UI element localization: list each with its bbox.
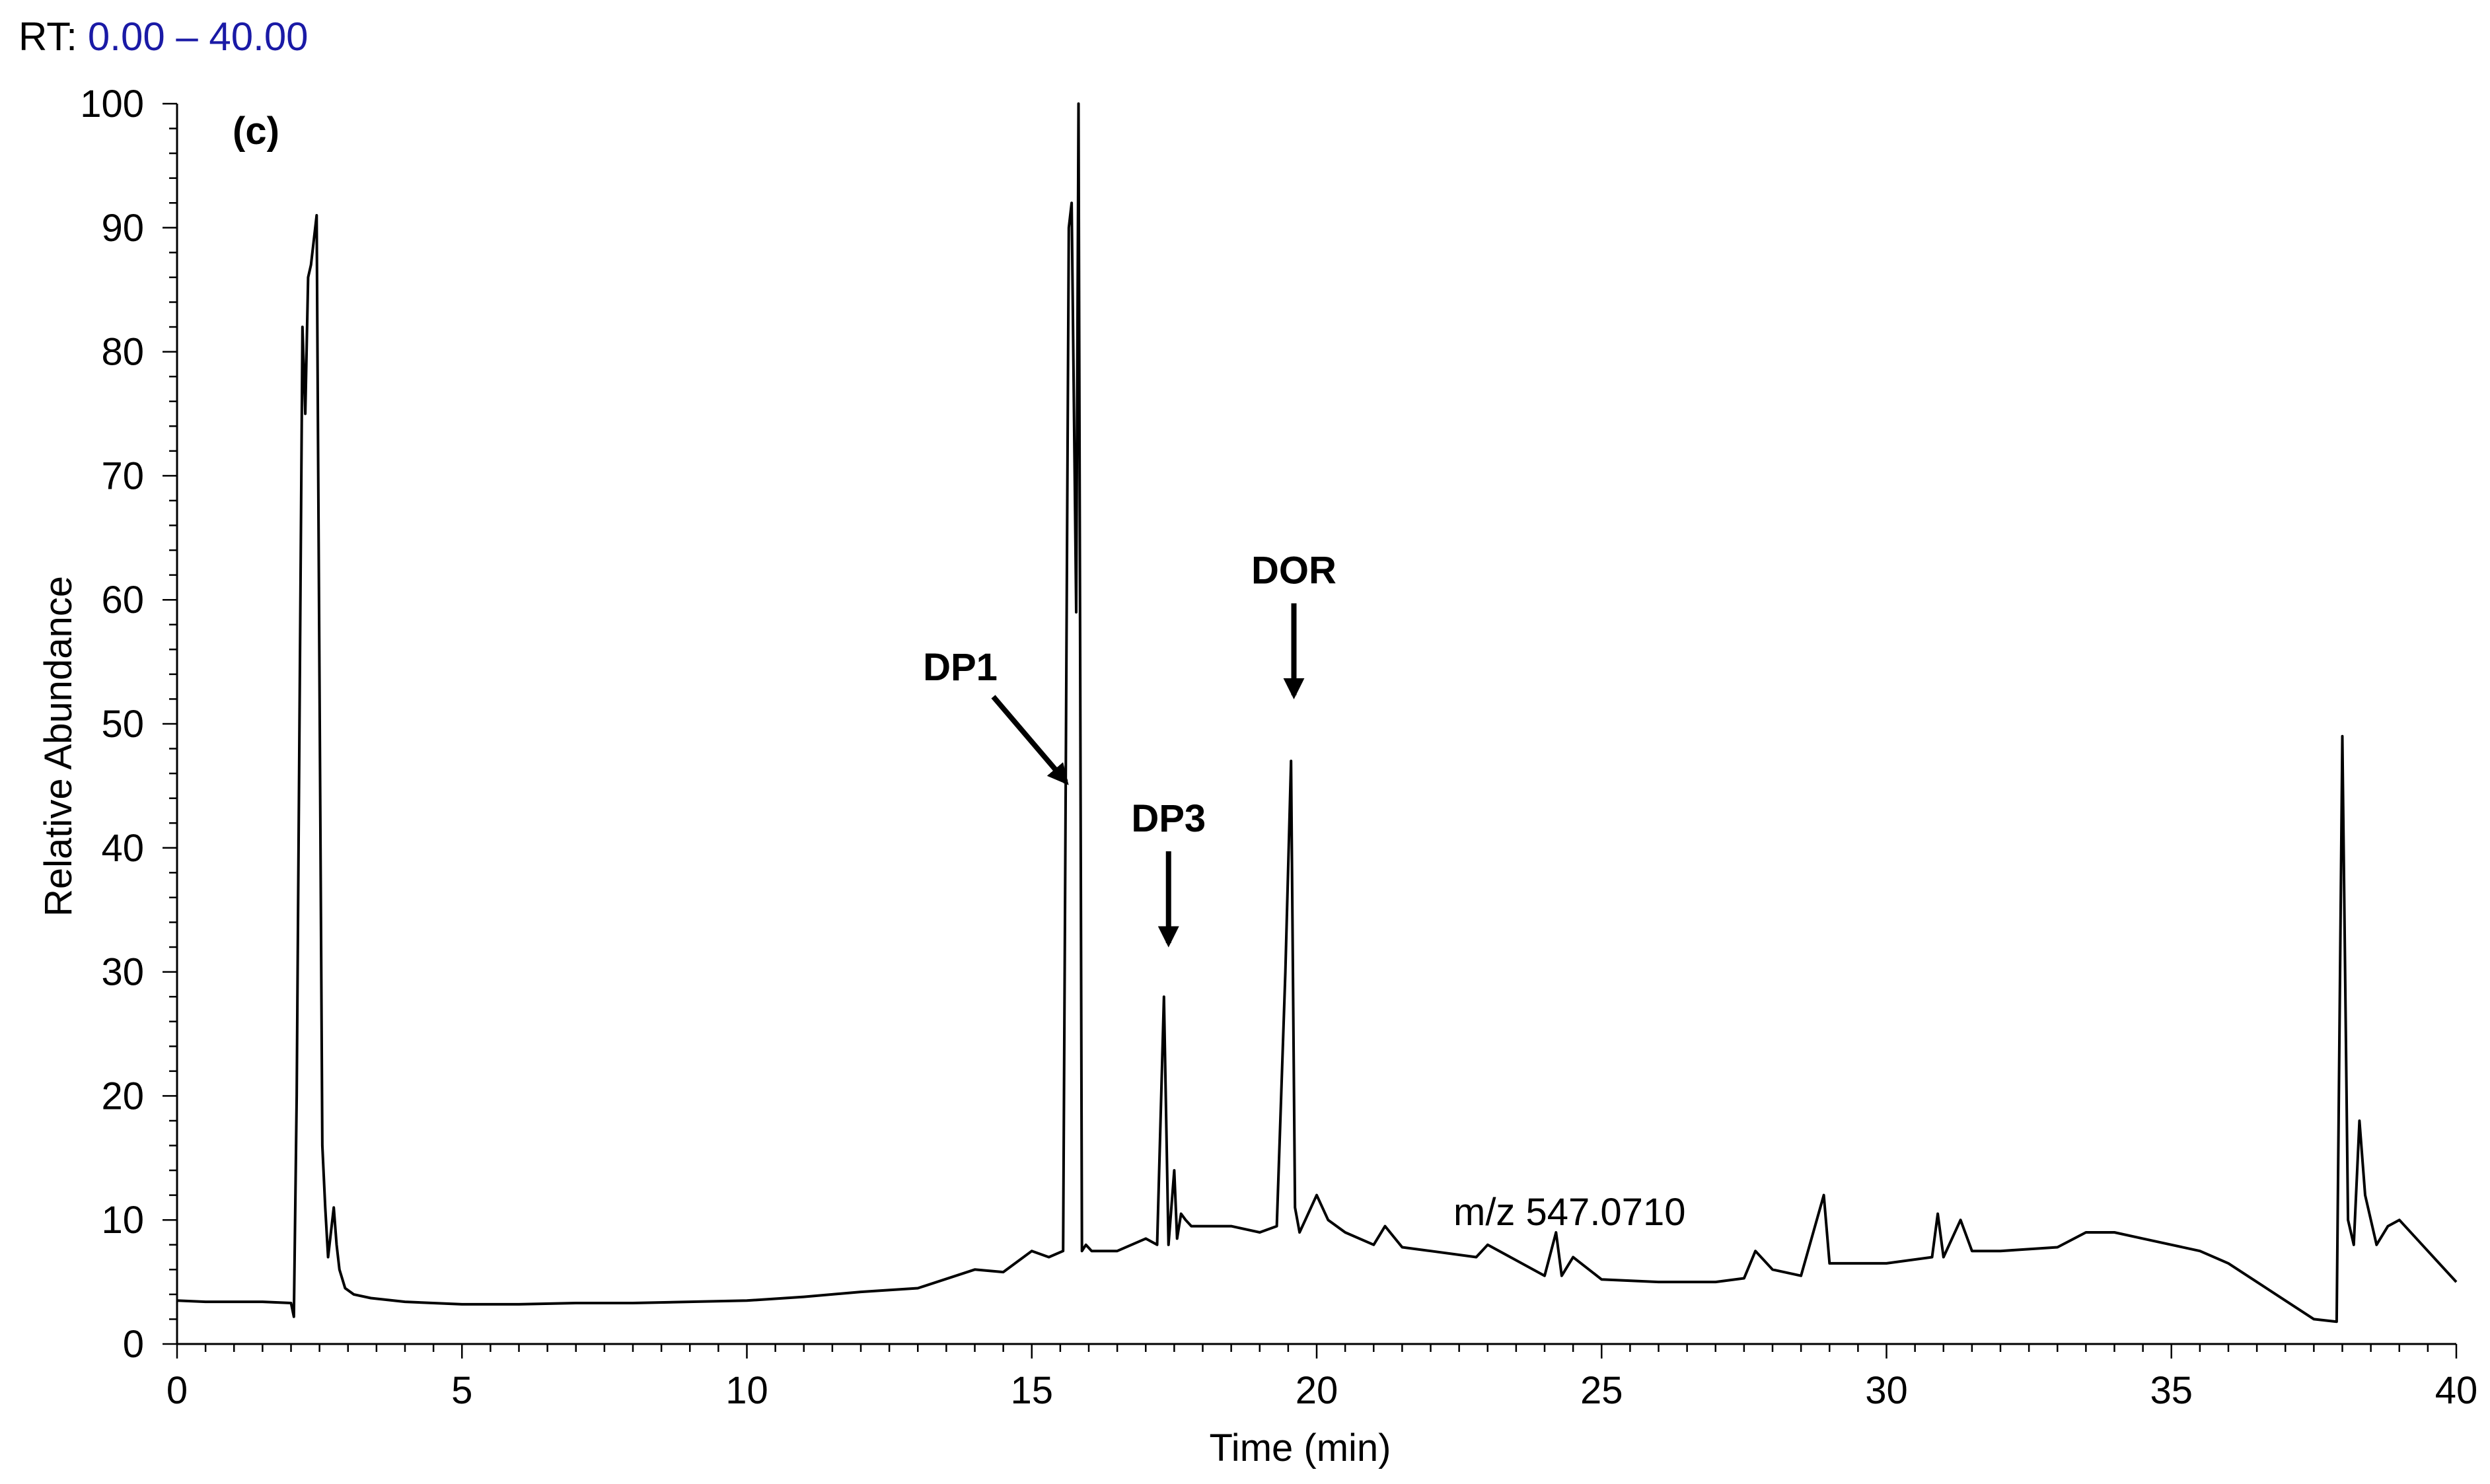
peak-arrow — [991, 695, 1069, 785]
rt-range: 0.00 – 40.00 — [87, 15, 309, 59]
rt-label: RT: — [18, 15, 77, 59]
y-tick-label: 60 — [101, 579, 144, 621]
chromatogram-trace — [176, 102, 2458, 1324]
x-tick-label: 20 — [1296, 1369, 1338, 1412]
y-tick-label: 40 — [101, 827, 144, 870]
mz-annotation: m/z 547.0710 — [1453, 1191, 1685, 1234]
x-tick-label: 15 — [1010, 1369, 1053, 1412]
y-tick-label: 30 — [101, 951, 144, 994]
x-tick-label: 25 — [1580, 1369, 1623, 1412]
peak-label: DP1 — [923, 646, 998, 689]
y-tick-label: 0 — [123, 1323, 144, 1366]
x-axis-label: Time (min) — [1210, 1427, 1391, 1469]
x-tick-label: 5 — [451, 1369, 472, 1412]
panel-label: (c) — [233, 110, 279, 153]
y-tick-label: 70 — [101, 454, 144, 497]
y-axis-label: Relative Abundance — [37, 576, 80, 917]
rt-header: RT: 0.00 – 40.00 — [18, 8, 309, 66]
peak-label: DOR — [1251, 549, 1337, 592]
y-tick-label: 20 — [101, 1075, 144, 1117]
y-tick-label: 50 — [101, 703, 144, 746]
x-tick-label: 35 — [2150, 1369, 2193, 1412]
y-tick-label: 100 — [80, 83, 144, 125]
peak-label: DP3 — [1131, 797, 1206, 840]
x-tick-label: 30 — [1865, 1369, 1908, 1412]
x-tick-label: 10 — [725, 1369, 768, 1412]
y-tick-label: 90 — [101, 207, 144, 250]
x-tick-label: 40 — [2435, 1369, 2478, 1412]
y-tick-label: 10 — [101, 1199, 144, 1242]
y-tick-label: 80 — [101, 331, 144, 374]
x-tick-label: 0 — [166, 1369, 188, 1412]
